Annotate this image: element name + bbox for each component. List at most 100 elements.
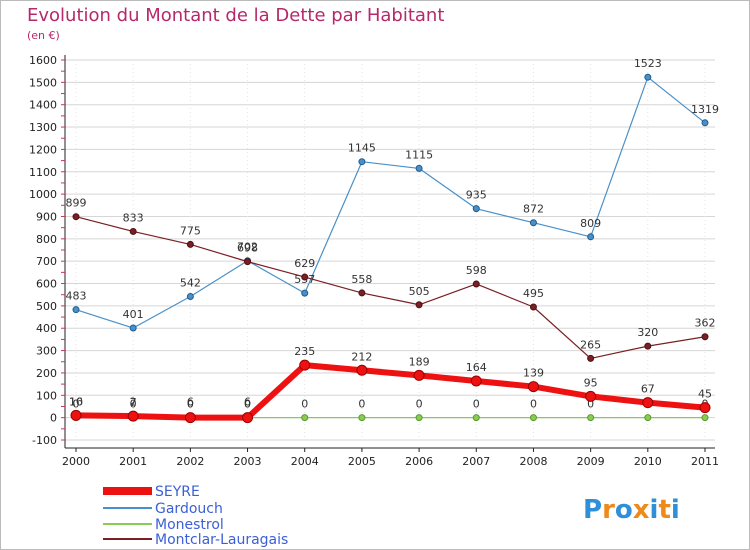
- x-tick-label: 2011: [691, 455, 719, 468]
- data-label-montclar-lauragais: 265: [580, 338, 601, 351]
- point-gardouch: [72, 306, 80, 314]
- data-label-montclar-lauragais: 362: [695, 317, 716, 330]
- series-line-montclar-lauragais: [75, 216, 706, 360]
- data-label-monestrol: 0: [187, 398, 194, 411]
- point-seyre: [127, 410, 139, 422]
- data-label-montclar-lauragais: 899: [66, 197, 87, 210]
- point-seyre: [70, 409, 82, 421]
- data-label-seyre: 212: [351, 350, 372, 363]
- y-tick-label: 400: [36, 322, 57, 335]
- data-label-seyre: 139: [523, 367, 544, 380]
- data-label-monestrol: 0: [301, 398, 308, 411]
- chart-subtitle: (en €): [27, 29, 60, 42]
- point-gardouch: [415, 164, 423, 172]
- point-seyre: [470, 375, 482, 387]
- data-label-seyre: 0: [187, 398, 194, 411]
- point-gardouch: [186, 292, 194, 300]
- point-monestrol: [529, 414, 537, 422]
- data-label-seyre: 7: [130, 396, 137, 409]
- legend-label-montclar-lauragais: Montclar-Lauragais: [155, 532, 288, 548]
- data-label-gardouch: 401: [123, 308, 144, 321]
- data-label-montclar-lauragais: 698: [237, 242, 258, 255]
- x-tick-label: 2001: [119, 455, 147, 468]
- data-label-monestrol: 0: [358, 398, 365, 411]
- data-label-montclar-lauragais: 598: [466, 264, 487, 277]
- point-monestrol: [472, 414, 480, 422]
- point-seyre: [184, 412, 196, 424]
- legend-label-monestrol: Monestrol: [155, 517, 224, 533]
- proxiti-logo: Proxiti: [583, 495, 680, 525]
- data-label-gardouch: 809: [580, 217, 601, 230]
- point-montclar-lauragais: [244, 258, 252, 266]
- point-montclar-lauragais: [358, 289, 366, 297]
- series-line-seyre: [75, 362, 706, 421]
- data-label-monestrol: 0: [587, 398, 594, 411]
- y-tick-label: 1200: [29, 143, 57, 156]
- point-montclar-lauragais: [644, 342, 652, 350]
- point-gardouch: [701, 119, 709, 127]
- x-tick-label: 2003: [234, 455, 262, 468]
- data-label-montclar-lauragais: 558: [351, 273, 372, 286]
- point-seyre: [413, 369, 425, 381]
- data-label-monestrol: 0: [530, 398, 537, 411]
- data-label-montclar-lauragais: 320: [637, 326, 658, 339]
- point-gardouch: [472, 205, 480, 213]
- point-montclar-lauragais: [186, 240, 194, 248]
- y-tick-label: 500: [36, 300, 57, 313]
- data-label-montclar-lauragais: 833: [123, 211, 144, 224]
- y-tick-label: 1400: [29, 99, 57, 112]
- point-gardouch: [358, 158, 366, 166]
- point-monestrol: [415, 414, 423, 422]
- x-tick-label: 2004: [291, 455, 319, 468]
- point-monestrol: [644, 414, 652, 422]
- y-tick-label: 300: [36, 345, 57, 358]
- data-label-seyre: 0: [244, 398, 251, 411]
- point-monestrol: [587, 414, 595, 422]
- y-tick-label: 900: [36, 210, 57, 223]
- x-tick-label: 2009: [577, 455, 605, 468]
- point-seyre: [356, 364, 368, 376]
- data-label-gardouch: 483: [66, 290, 87, 303]
- x-tick-label: 2002: [176, 455, 204, 468]
- point-montclar-lauragais: [701, 333, 709, 341]
- data-label-gardouch: 542: [180, 276, 201, 289]
- data-label-gardouch: 1115: [405, 148, 433, 161]
- x-tick-label: 2005: [348, 455, 376, 468]
- data-label-seyre: 95: [584, 376, 598, 389]
- x-tick-label: 2000: [62, 455, 90, 468]
- point-seyre: [642, 397, 654, 409]
- data-label-overlap: 2: [130, 396, 137, 409]
- data-label-montclar-lauragais: 775: [180, 224, 201, 237]
- point-gardouch: [587, 233, 595, 241]
- point-monestrol: [358, 414, 366, 422]
- point-monestrol: [301, 414, 309, 422]
- point-seyre: [585, 390, 597, 402]
- data-label-gardouch: 1523: [634, 57, 662, 70]
- y-tick-label: 1000: [29, 188, 57, 201]
- data-label-gardouch: 702: [237, 241, 258, 254]
- point-montclar-lauragais: [72, 213, 80, 221]
- data-label-monestrol: 0: [473, 398, 480, 411]
- y-tick-label: 1100: [29, 166, 57, 179]
- y-tick-label: 1500: [29, 76, 57, 89]
- series-line-gardouch: [75, 76, 706, 329]
- point-seyre: [527, 381, 539, 393]
- y-tick-label: 1600: [29, 54, 57, 67]
- data-label-seyre: 164: [466, 361, 487, 374]
- data-label-gardouch: 1319: [691, 103, 719, 116]
- data-label-overlap: 6: [244, 396, 251, 409]
- data-label-montclar-lauragais: 505: [409, 285, 430, 298]
- data-label-monestrol: 0: [130, 398, 137, 411]
- x-tick-label: 2006: [405, 455, 433, 468]
- data-label-montclar-lauragais: 629: [294, 257, 315, 270]
- point-seyre: [242, 412, 254, 424]
- y-tick-label: 700: [36, 255, 57, 268]
- point-monestrol: [701, 414, 709, 422]
- data-label-seyre: 235: [294, 345, 315, 358]
- y-tick-label: -100: [32, 434, 57, 447]
- point-gardouch: [301, 289, 309, 297]
- data-label-gardouch: 872: [523, 203, 544, 216]
